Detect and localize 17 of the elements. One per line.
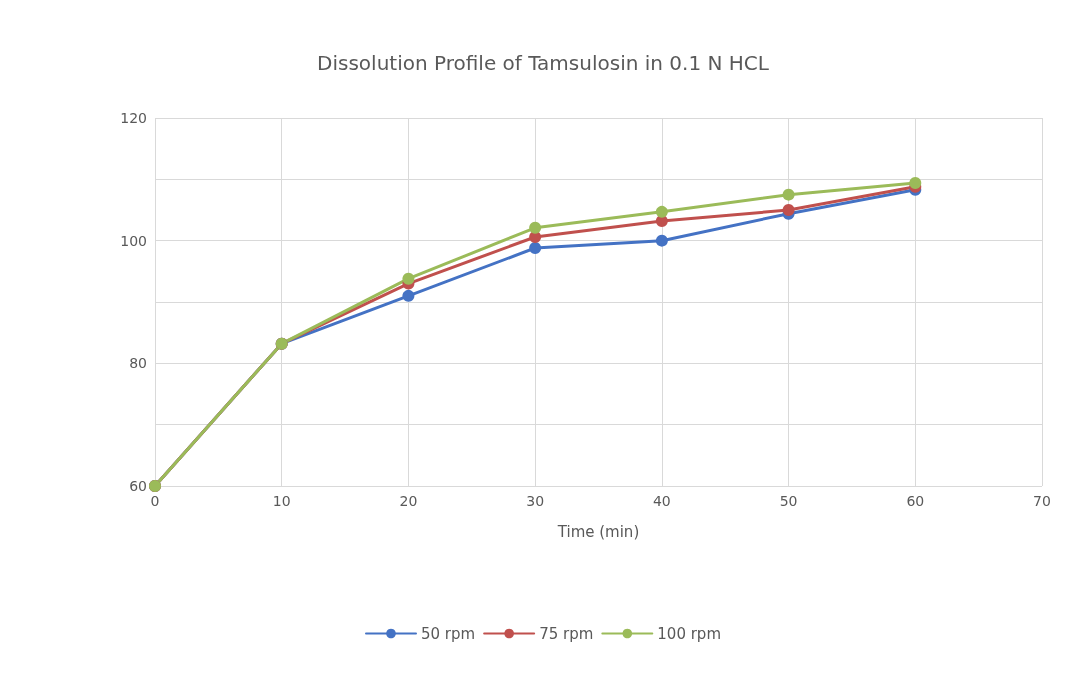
- x-tick-label: 20: [399, 493, 418, 509]
- x-tick-label: 30: [526, 493, 545, 509]
- chart-title: Dissolution Profile of Tamsulosin in 0.1 N HCL: [317, 51, 770, 75]
- y-tick-label: 100: [120, 232, 147, 249]
- x-tick-label: 50: [779, 493, 798, 509]
- x-tick-label: 40: [652, 493, 671, 509]
- x-tick-label: 60: [906, 493, 925, 509]
- x-axis-title: Time (min): [556, 522, 640, 541]
- legend-label: 50 rpm: [421, 624, 476, 643]
- y-tick-label: 60: [129, 478, 147, 494]
- x-tick-label: 70: [1033, 493, 1051, 509]
- x-tick-label: 0: [150, 493, 160, 509]
- y-tick-label: 80: [129, 355, 147, 372]
- legend-label: 75 rpm: [539, 624, 594, 643]
- legend-label: 100 rpm: [657, 624, 722, 643]
- x-tick-label: 10: [272, 493, 291, 509]
- y-tick-label: 120: [120, 110, 147, 126]
